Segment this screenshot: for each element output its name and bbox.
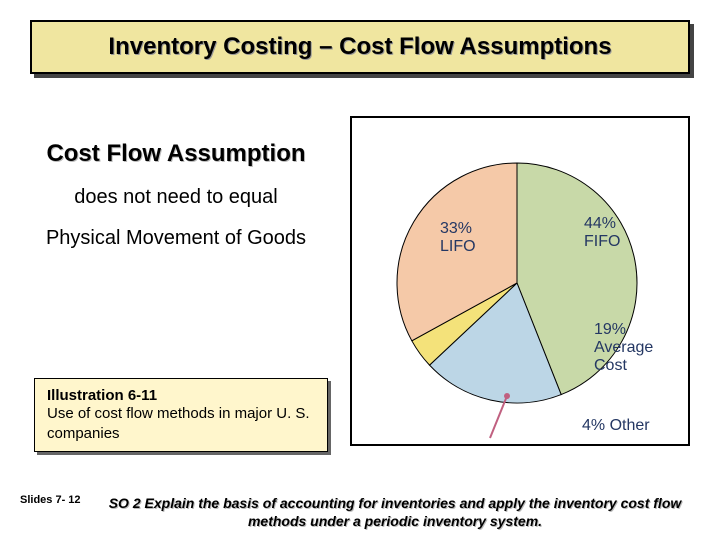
pie-chart-box: 44%FIFO 19%AverageCost 4% Other 33%LIFO (350, 116, 690, 446)
slice-label: 44%FIFO (584, 215, 620, 250)
heading-cfa: Cost Flow Assumption (26, 140, 326, 168)
learning-objective: SO 2 Explain the basis of accounting for… (90, 494, 700, 530)
slice-label: 19%AverageCost (594, 321, 653, 374)
footer: Slides 7- 12 SO 2 Explain the basis of a… (20, 494, 700, 530)
illustration-label: Illustration 6-11 (47, 387, 315, 404)
pie-chart: 44%FIFO 19%AverageCost 4% Other 33%LIFO (352, 118, 692, 448)
slice-label: 4% Other (582, 417, 650, 434)
page-title: Inventory Costing – Cost Flow Assumption… (108, 33, 611, 61)
leader-line (490, 396, 507, 438)
illustration-box: Illustration 6-11 Use of cost flow metho… (34, 378, 328, 452)
title-box: Inventory Costing – Cost Flow Assumption… (30, 20, 690, 74)
slide-number: Slides 7- 12 (20, 494, 90, 507)
slice-label: 33%LIFO (440, 220, 476, 255)
illustration-caption: Use of cost flow methods in major U. S. … (47, 404, 315, 443)
text-line-2: Physical Movement of Goods (26, 227, 326, 250)
leader-dot (504, 393, 510, 399)
text-line-1: does not need to equal (26, 186, 326, 209)
left-text-block: Cost Flow Assumption does not need to eq… (26, 140, 326, 268)
